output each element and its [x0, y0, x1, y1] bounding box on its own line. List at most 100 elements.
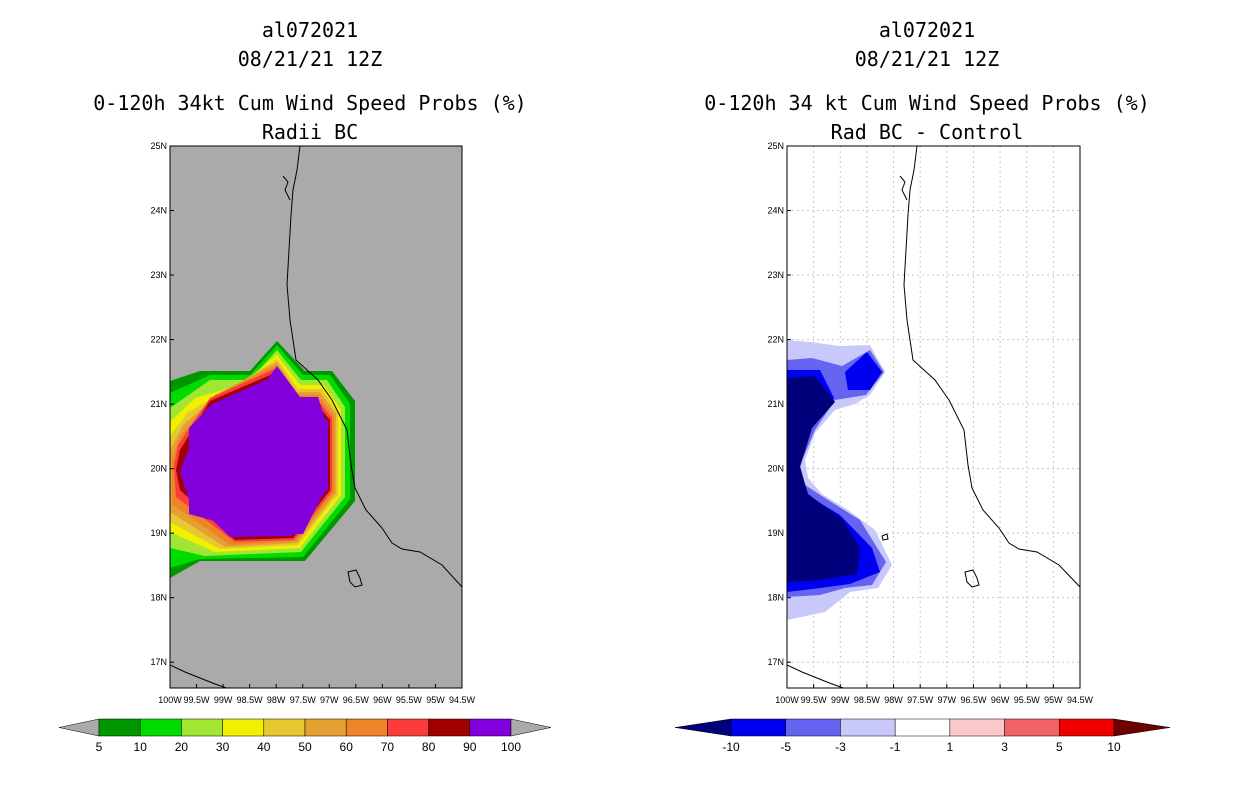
x-tick-label: 96W: [991, 695, 1010, 705]
y-tick-label: 22N: [150, 335, 167, 345]
y-tick-label: 23N: [150, 270, 167, 280]
colorbar-label: -10: [722, 740, 740, 754]
left-probability-field: [170, 341, 355, 578]
colorbar-segment: [428, 718, 471, 737]
x-tick-label: 98W: [884, 695, 903, 705]
colorbar-segment: [840, 718, 896, 737]
left-coastline-sw: [170, 664, 228, 688]
colorbar-label: 30: [216, 740, 230, 754]
colorbar-label: 10: [134, 740, 148, 754]
y-tick-label: 19N: [767, 528, 784, 538]
x-tick-label: 98W: [267, 695, 286, 705]
x-tick-label: 95W: [1044, 695, 1063, 705]
right-colorbar: -10 -5 -3 -1 1 3 5 10: [674, 718, 1171, 754]
right-difference-field: [787, 340, 892, 620]
left-map-frame: [169, 145, 463, 689]
colorbar-segment: [894, 718, 951, 737]
y-tick-label: 20N: [767, 464, 784, 474]
right-date: 08/21/21 12Z: [855, 47, 1000, 71]
colorbar-segment: [181, 718, 223, 737]
colorbar-label: 10: [1107, 740, 1121, 754]
colorbar-segment: [139, 718, 182, 737]
y-tick-label: 23N: [767, 270, 784, 280]
colorbar-segment: [730, 718, 786, 737]
left-date: 08/21/21 12Z: [238, 47, 383, 71]
colorbar-segment: [263, 718, 306, 737]
left-coastline-main: [286, 146, 462, 588]
right-region-below-minus10: [787, 376, 860, 582]
right-coastline-main: [903, 146, 1080, 588]
right-island: [964, 569, 980, 588]
x-tick-label: 97W: [320, 695, 339, 705]
right-subtitle: Rad BC - Control: [831, 120, 1024, 144]
colorbar-segment: [1004, 718, 1060, 737]
right-coastline: [787, 146, 1080, 688]
right-reef: [881, 533, 889, 541]
y-tick-label: 21N: [767, 399, 784, 409]
x-tick-label: 99W: [831, 695, 850, 705]
right-map-frame: [786, 145, 1081, 689]
colorbar-under-arrow: [674, 718, 732, 737]
x-tick-label: 97.5W: [907, 695, 934, 705]
colorbar-label: 60: [340, 740, 354, 754]
right-x-axis: 100W 99.5W 99W 98.5W 98W 97.5W 97W 96.5W 96W 95.5…: [775, 684, 1094, 705]
x-tick-label: 96.5W: [960, 695, 987, 705]
colorbar-segment: [387, 718, 429, 737]
colorbar-over-arrow: [1113, 718, 1171, 737]
x-tick-label: 100W: [158, 695, 182, 705]
left-x-axis: 100W 99.5W 99W 98.5W 98W 97.5W 97W 96.5W 96W 95.5…: [158, 684, 476, 705]
left-y-axis: 17N 18N 19N 20N 21N 22N 23N 24N 25N: [150, 141, 174, 667]
y-tick-label: 25N: [150, 141, 167, 151]
x-tick-label: 100W: [775, 695, 799, 705]
colorbar-label: 3: [1001, 740, 1008, 754]
colorbar-segment: [345, 718, 388, 737]
left-subtitle: Radii BC: [262, 120, 358, 144]
colorbar-segment: [949, 718, 1005, 737]
x-tick-label: 99.5W: [184, 695, 211, 705]
colorbar-segment: [98, 718, 141, 737]
y-tick-label: 24N: [767, 206, 784, 216]
left-title: 0-120h 34kt Cum Wind Speed Probs (%): [93, 91, 526, 115]
x-tick-label: 97W: [938, 695, 957, 705]
y-tick-label: 19N: [150, 528, 167, 538]
y-tick-label: 20N: [150, 464, 167, 474]
colorbar-label: -3: [835, 740, 846, 754]
right-panel: al072021 08/21/21 12Z 0-120h 34 kt Cum W…: [674, 18, 1171, 754]
left-island: [347, 569, 363, 588]
y-tick-label: 17N: [150, 657, 167, 667]
y-tick-label: 25N: [767, 141, 784, 151]
y-tick-label: 17N: [767, 657, 784, 667]
x-tick-label: 95.5W: [396, 695, 423, 705]
x-tick-label: 98.5W: [854, 695, 881, 705]
y-tick-label: 18N: [767, 593, 784, 603]
colorbar-label: 1: [947, 740, 954, 754]
y-tick-label: 22N: [767, 335, 784, 345]
colorbar-segment: [1059, 718, 1115, 737]
left-coastline-barrier: [282, 175, 291, 201]
x-tick-label: 97.5W: [290, 695, 317, 705]
colorbar-segment: [304, 718, 347, 737]
left-colorbar: 5 10 20 30 40 50 60 70 80 90 100: [58, 718, 552, 754]
left-contour-100: [189, 366, 326, 536]
colorbar-over-arrow: [510, 718, 552, 737]
x-tick-label: 94.5W: [449, 695, 476, 705]
colorbar-label: 70: [381, 740, 395, 754]
colorbar-label: -5: [780, 740, 791, 754]
colorbar-label: 50: [298, 740, 312, 754]
right-north-pocket: [845, 352, 882, 390]
right-coastline-barrier: [899, 175, 908, 201]
left-panel: al072021 08/21/21 12Z 0-120h 34kt Cum Wi…: [58, 18, 552, 754]
left-coastline: [170, 146, 462, 688]
right-coastline-sw: [787, 664, 845, 688]
colorbar-label: -1: [890, 740, 901, 754]
colorbar-label: 5: [96, 740, 103, 754]
x-tick-label: 94.5W: [1067, 695, 1094, 705]
x-tick-label: 99.5W: [801, 695, 828, 705]
colorbar-label: 80: [422, 740, 436, 754]
y-tick-label: 21N: [150, 399, 167, 409]
right-y-axis: 17N 18N 19N 20N 21N 22N 23N 24N 25N: [767, 141, 791, 667]
colorbar-label: 100: [501, 740, 521, 754]
x-tick-label: 99W: [214, 695, 233, 705]
